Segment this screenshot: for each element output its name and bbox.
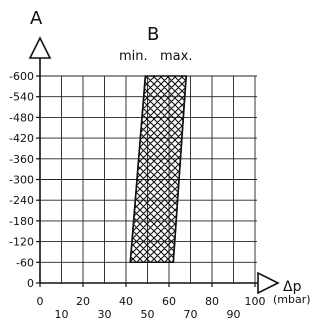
y-tick-label: -480: [9, 111, 34, 124]
y-tick-label: -420: [9, 132, 34, 145]
y-tick-label: -240: [9, 194, 34, 207]
x-tick-labels: 0 20 40 60 80 100 10 30 50 70 90: [37, 295, 266, 320]
y-tick-label: -600: [9, 70, 34, 83]
x-tick-label-upper: 100: [245, 295, 266, 308]
x-tick-label-upper: 0: [37, 295, 44, 308]
y-tick-label: -300: [9, 174, 34, 187]
band-min-edge: [129, 75, 147, 263]
x-tick-label-lower: 50: [141, 308, 155, 320]
y-tick-label: 0: [27, 277, 34, 290]
x-axis-unit: (mbar): [273, 293, 311, 306]
band-letter: B: [147, 24, 159, 45]
x-tick-label-upper: 20: [76, 295, 90, 308]
axes: [28, 36, 280, 295]
x-tick-label-upper: 40: [119, 295, 133, 308]
x-tick-label-upper: 60: [162, 295, 176, 308]
y-tick-label: -360: [9, 153, 34, 166]
band-max-edge: [172, 75, 187, 263]
x-tick-label-lower: 90: [227, 308, 241, 320]
y-tick-label: -60: [16, 256, 34, 269]
y-tick-label: -540: [9, 91, 34, 104]
y-axis-letter: A: [30, 8, 43, 29]
operating-band: [129, 75, 187, 263]
band: [129, 75, 187, 263]
x-axis-arrow: [257, 271, 280, 295]
x-tick-label-lower: 70: [184, 308, 198, 320]
x-tick-label-lower: 30: [98, 308, 112, 320]
band-min-label: min.: [119, 49, 148, 64]
x-axis-symbol: Δp: [283, 279, 302, 295]
y-tick-labels: -600-540-480-420-360-300-240-180-120-600: [9, 70, 34, 290]
x-tick-label-upper: 80: [205, 295, 219, 308]
x-tick-label-lower: 10: [55, 308, 69, 320]
y-axis-arrow: [28, 36, 52, 59]
band-max-label: max.: [160, 49, 192, 64]
y-tick-label: -120: [9, 236, 34, 249]
y-tick-label: -180: [9, 215, 34, 228]
